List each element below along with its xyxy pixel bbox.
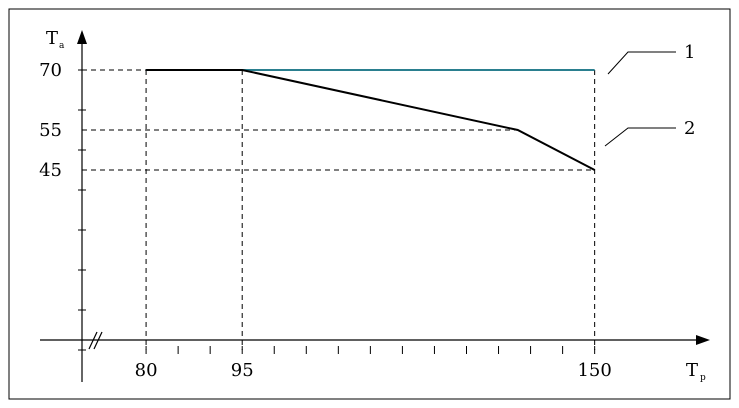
guide-lines: [82, 69, 596, 350]
y-tick-label-45: 45: [39, 160, 62, 181]
x-axis-symbol: T: [686, 360, 698, 381]
x-tick-label-95: 95: [231, 360, 254, 381]
leader-line-1: [607, 51, 676, 75]
y-axis-subscript: a: [59, 41, 65, 51]
y-tick-labels: 70 55 45: [39, 60, 62, 181]
x-tick-label-150: 150: [577, 360, 611, 381]
y-axis-symbol: T: [46, 28, 58, 49]
annotation-2: 2: [684, 118, 695, 139]
leader-line-2: [604, 127, 676, 147]
x-ticks: [145, 346, 596, 354]
y-ticks: [78, 69, 86, 351]
x-tick-label-80: 80: [135, 360, 158, 381]
y-axis-arrow: [77, 30, 87, 44]
series-2-line: [146, 69, 596, 171]
chart-frame: [8, 8, 731, 400]
axis-break-mark-1: [88, 331, 98, 350]
annotation-1: 1: [684, 42, 695, 63]
series-group: [146, 69, 596, 171]
y-tick-label-70: 70: [39, 60, 62, 81]
y-tick-label-55: 55: [39, 120, 62, 141]
axis-break-mark-2: [93, 331, 103, 350]
x-tick-labels: 80 95 150: [135, 360, 612, 381]
x-axis-subscript: p: [700, 373, 706, 383]
x-axis-arrow: [696, 335, 710, 345]
